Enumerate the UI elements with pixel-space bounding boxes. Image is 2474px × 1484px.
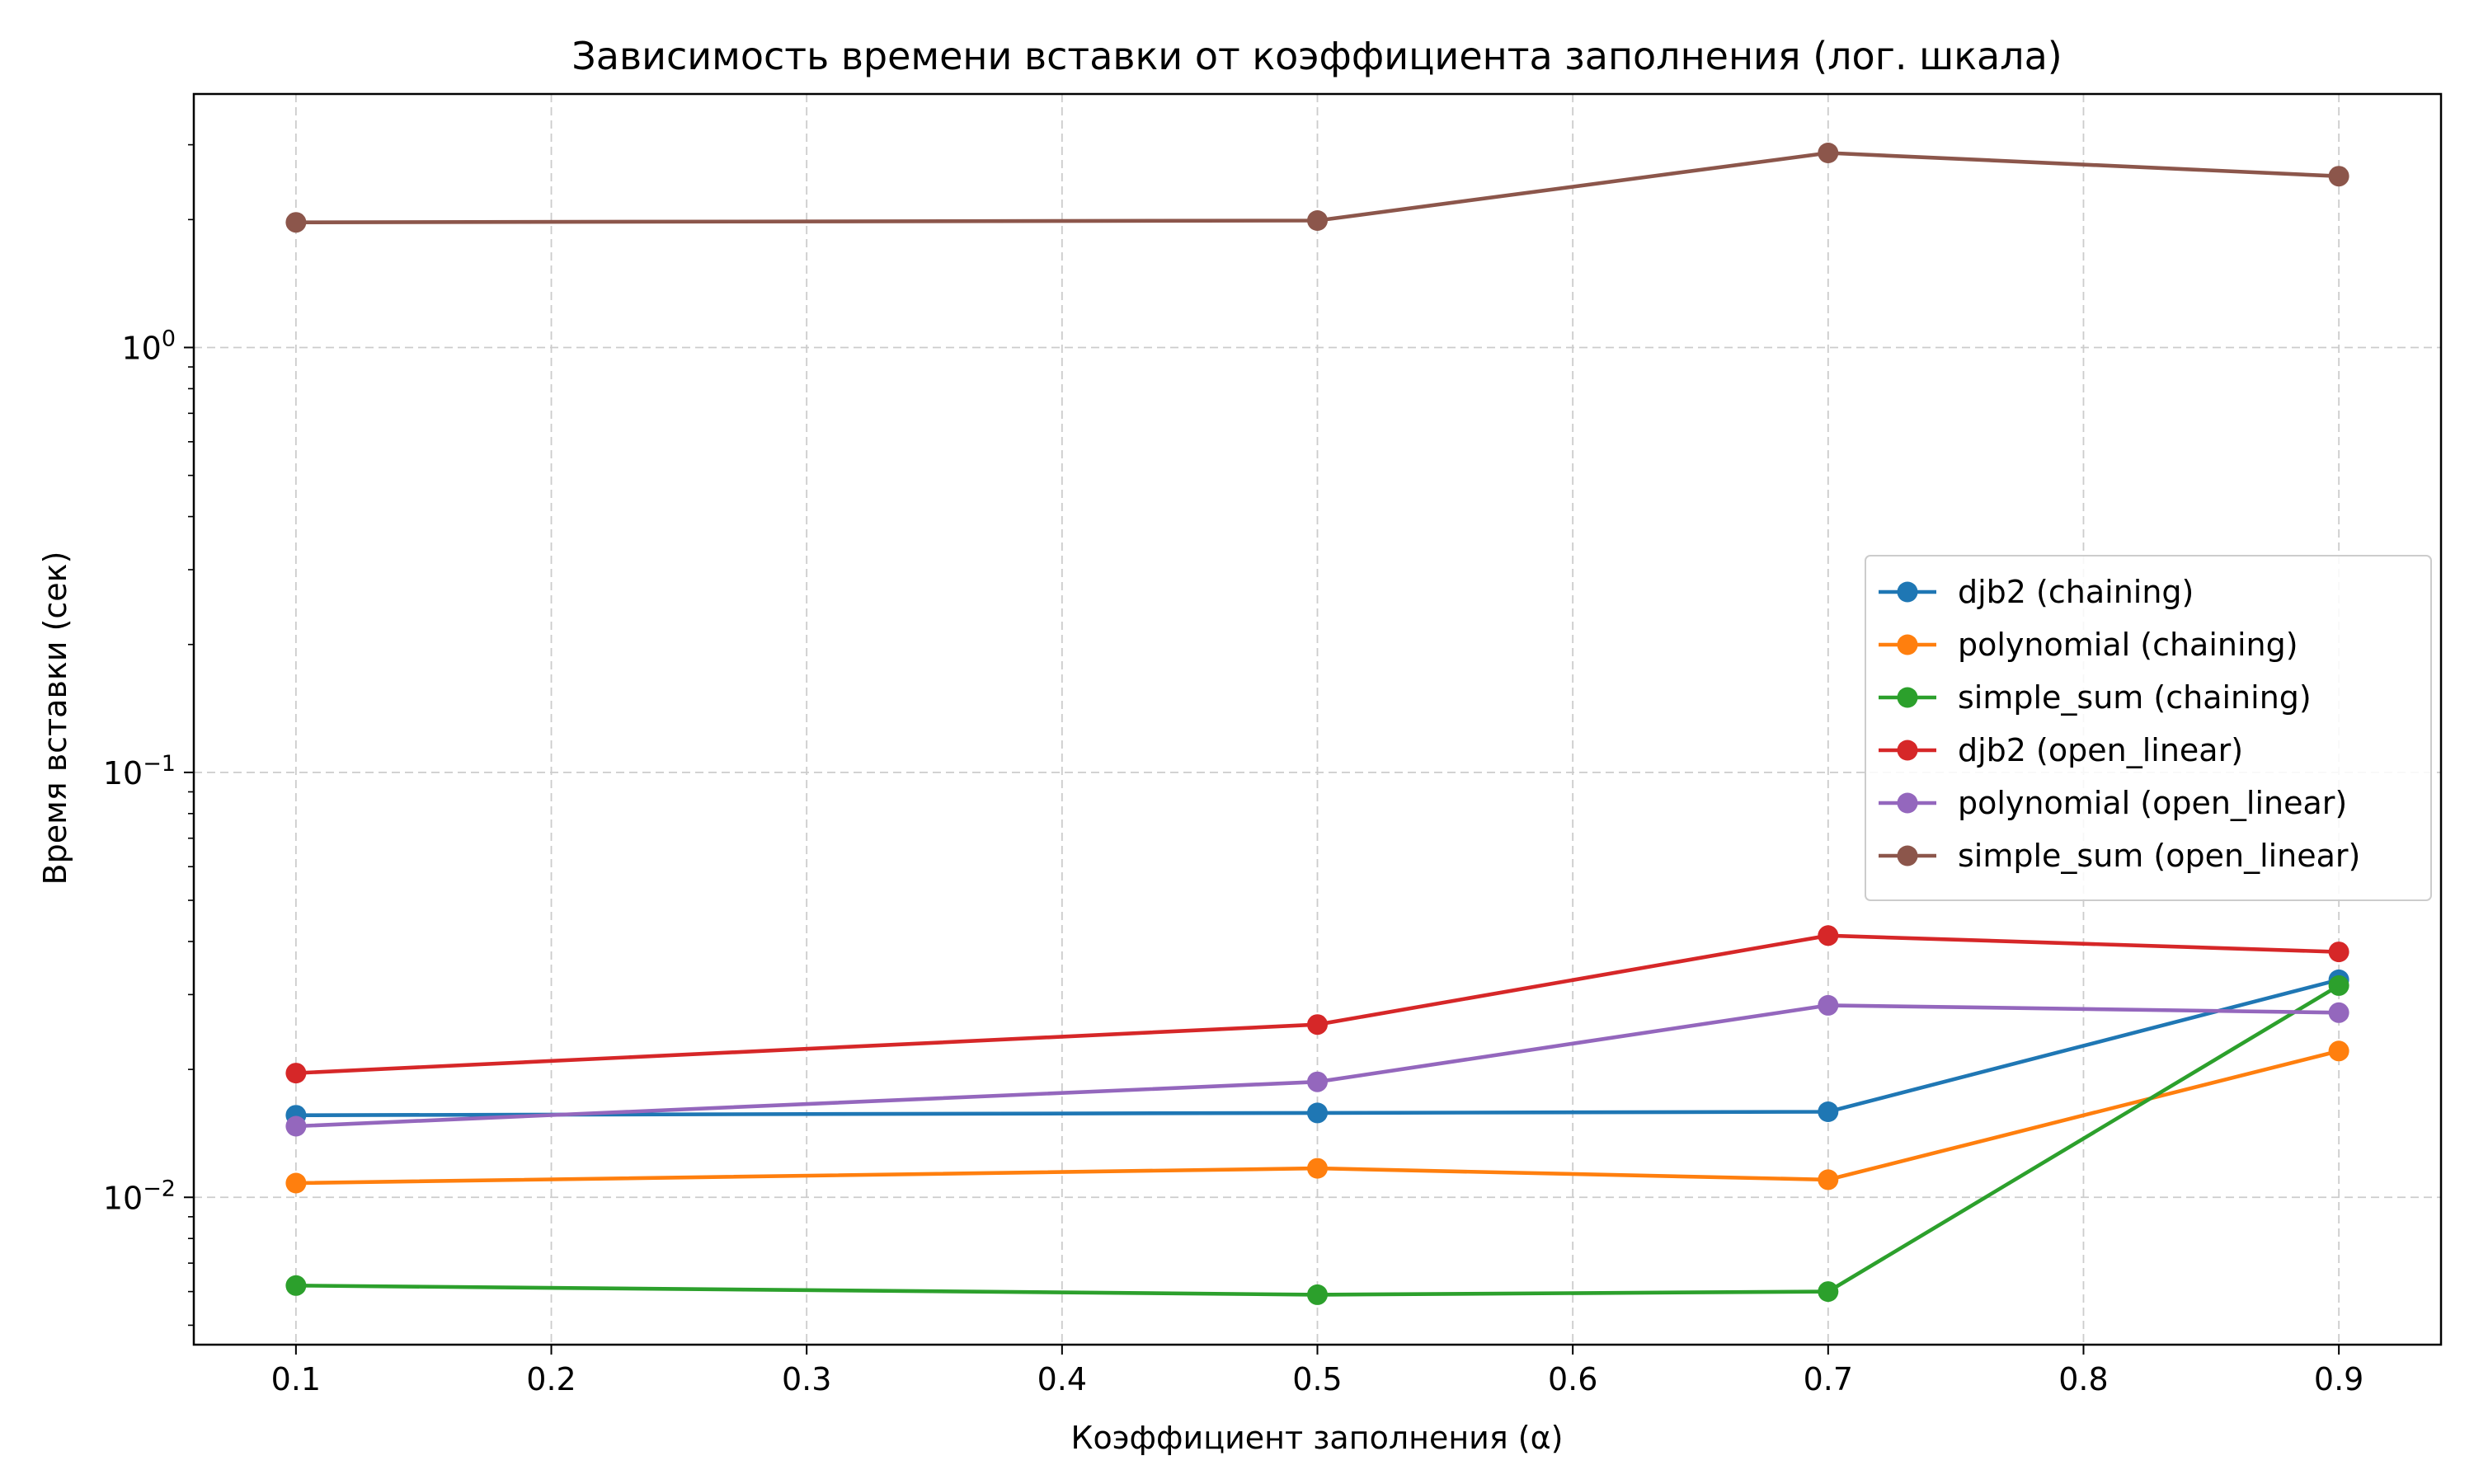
data-point [1818,143,1839,163]
data-point [1307,1102,1328,1124]
legend-label: polynomial (chaining) [1958,627,2298,663]
legend: djb2 (chaining) polynomial (chaining) simp… [1865,555,2432,901]
data-point [285,1172,307,1194]
ticks-layer: 0.1 0.2 0.3 0.4 0.5 0.6 0.7 0.8 0.9 10−2 10−1 100 [103,143,2363,1397]
series-line [294,983,2342,1297]
series-line [294,151,2341,225]
data-point [2328,1002,2349,1023]
x-tick-label: 0.8 [2058,1361,2108,1397]
x-axis-label: Коэффициент заполнения (α) [1070,1420,1563,1456]
legend-swatch-marker [1897,845,1918,866]
legend-item: djb2 (open_linear) [1879,732,2243,768]
data-point [1307,1284,1328,1305]
data-point [1818,1101,1839,1122]
data-point [2328,974,2349,996]
data-point [1307,1071,1328,1092]
data-point [1307,210,1328,231]
data-point [2328,942,2349,963]
y-tick-label: 100 [121,326,176,366]
series-line [294,1049,2341,1186]
data-point [2328,166,2349,187]
legend-swatch-marker [1897,792,1918,814]
legend-swatch-marker [1897,634,1918,655]
series-line [294,1003,2341,1129]
x-tick-label: 0.9 [2314,1361,2363,1397]
x-tick-label: 0.4 [1037,1361,1087,1397]
x-tick-label: 0.7 [1804,1361,1853,1397]
chart-title: Зависимость времени вставки от коэффицие… [571,34,2062,78]
series-layer [285,143,2349,1305]
legend-label: djb2 (chaining) [1958,574,2194,610]
series-polynomial-open-linear [285,994,2349,1137]
legend-item: simple_sum (chaining) [1879,679,2312,716]
legend-item: simple_sum (open_linear) [1879,838,2360,874]
y-axis-label: Время вставки (сек) [37,552,73,885]
data-point [1818,1169,1839,1190]
legend-label: simple_sum (chaining) [1958,679,2312,716]
legend-label: simple_sum (open_linear) [1958,838,2360,874]
series-simple-sum-open-linear [285,143,2349,233]
data-point [285,1275,307,1296]
y-tick-label: 10−2 [103,1176,176,1216]
legend-box [1865,555,2432,901]
legend-item: polynomial (open_linear) [1879,785,2347,821]
x-tick-label: 0.3 [782,1361,831,1397]
y-tick-label: 10−1 [103,751,176,791]
x-tick-label: 0.2 [526,1361,576,1397]
data-point [1307,1158,1328,1179]
x-tick-label: 0.5 [1292,1361,1342,1397]
data-point [1307,1014,1328,1036]
data-point [1818,925,1839,946]
legend-swatch-marker [1897,687,1918,708]
series-djb2-open-linear [285,925,2349,1084]
legend-swatch-marker [1897,581,1918,603]
data-point [2328,1040,2349,1062]
legend-label: djb2 (open_linear) [1958,732,2243,768]
data-point [1818,1281,1839,1303]
data-point [285,1115,307,1137]
x-tick-label: 0.1 [271,1361,321,1397]
series-line [294,933,2341,1076]
legend-swatch-marker [1897,740,1918,761]
series-simple-sum-chaining [285,974,2349,1305]
series-line [294,977,2341,1118]
legend-label: polynomial (open_linear) [1958,785,2347,821]
legend-item: polynomial (chaining) [1879,627,2298,663]
data-point [1818,994,1839,1016]
series-polynomial-chaining [285,1040,2349,1194]
x-tick-label: 0.6 [1548,1361,1597,1397]
legend-item: djb2 (chaining) [1879,574,2194,610]
plot-frame [192,92,2443,1346]
data-point [285,1063,307,1084]
data-point [285,212,307,233]
